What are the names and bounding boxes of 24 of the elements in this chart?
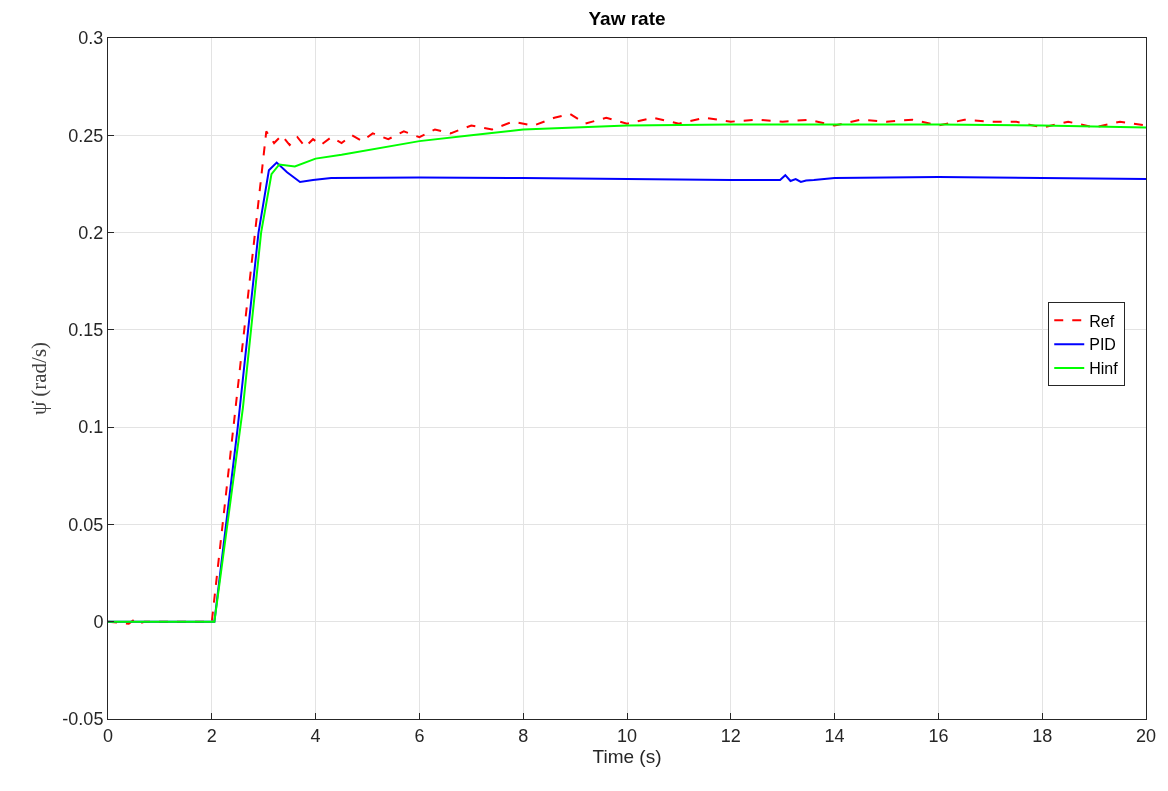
y-tick-label: 0.15 xyxy=(68,320,104,341)
x-tick-label: 4 xyxy=(310,725,321,746)
x-tick-label: 6 xyxy=(414,725,425,746)
chart-title: Yaw rate xyxy=(588,8,666,30)
x-tick-label: 16 xyxy=(928,725,949,746)
x-axis-title: Time (s) xyxy=(592,745,662,767)
x-tick-label: 14 xyxy=(824,725,845,746)
y-tick-label: 0.05 xyxy=(68,514,104,535)
x-tick-label: 2 xyxy=(206,725,217,746)
x-tick-label: 20 xyxy=(1135,725,1157,746)
y-tick-label: 0.3 xyxy=(78,28,104,49)
y-tick-label: 0.25 xyxy=(68,125,104,146)
legend-label: PID xyxy=(1089,336,1116,354)
y-tick-label: -0.05 xyxy=(62,709,104,730)
x-tick-label: 18 xyxy=(1032,725,1053,746)
y-tick-label: 0.1 xyxy=(78,417,104,438)
y-axis-title: ψ̇ (rad/s) xyxy=(26,341,51,416)
y-tick-label: 0.2 xyxy=(78,222,104,243)
x-tick-label: 8 xyxy=(518,725,529,746)
legend-label: Ref xyxy=(1089,312,1115,330)
y-tick-label: 0 xyxy=(93,612,104,633)
legend-label: Hinf xyxy=(1089,360,1119,378)
x-tick-label: 10 xyxy=(616,725,638,746)
x-tick-label: 12 xyxy=(720,725,741,746)
